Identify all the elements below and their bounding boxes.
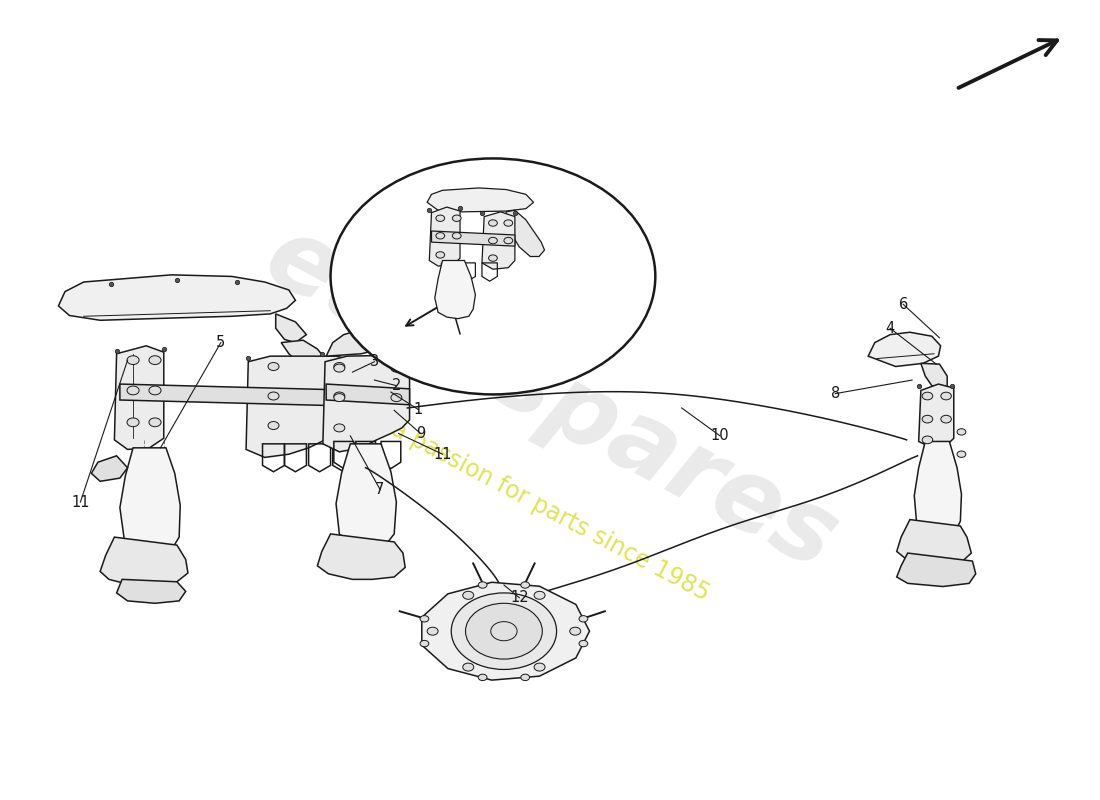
Text: 4: 4 (886, 321, 894, 336)
Circle shape (535, 663, 546, 671)
Polygon shape (117, 579, 186, 603)
Text: 12: 12 (510, 590, 529, 606)
Circle shape (570, 627, 581, 635)
Circle shape (148, 418, 161, 426)
Circle shape (488, 238, 497, 244)
Circle shape (957, 429, 966, 435)
Polygon shape (506, 210, 544, 257)
Polygon shape (276, 314, 307, 342)
Polygon shape (427, 188, 534, 212)
Polygon shape (318, 534, 405, 579)
Polygon shape (896, 553, 976, 586)
Circle shape (333, 394, 344, 402)
Circle shape (126, 418, 139, 426)
Circle shape (436, 252, 444, 258)
Circle shape (126, 356, 139, 365)
Circle shape (331, 158, 656, 394)
Circle shape (463, 591, 474, 599)
Circle shape (333, 362, 344, 370)
Polygon shape (336, 444, 396, 547)
Circle shape (452, 215, 461, 222)
Polygon shape (429, 207, 460, 266)
Text: 10: 10 (711, 428, 729, 443)
Text: 3: 3 (370, 354, 379, 370)
Circle shape (478, 674, 487, 681)
Circle shape (504, 238, 513, 244)
Circle shape (390, 394, 402, 402)
Circle shape (427, 627, 438, 635)
Circle shape (922, 415, 933, 423)
Text: a passion for parts since 1985: a passion for parts since 1985 (387, 417, 713, 606)
Circle shape (940, 415, 952, 423)
Text: 11: 11 (433, 446, 452, 462)
Polygon shape (327, 384, 409, 405)
Text: 9: 9 (416, 426, 426, 441)
Circle shape (463, 663, 474, 671)
Circle shape (126, 386, 139, 395)
Polygon shape (921, 363, 947, 390)
Circle shape (436, 215, 444, 222)
Polygon shape (120, 384, 361, 406)
Circle shape (420, 640, 429, 646)
Circle shape (535, 591, 546, 599)
Polygon shape (246, 356, 361, 458)
Polygon shape (918, 384, 954, 448)
Text: 8: 8 (830, 386, 840, 401)
Circle shape (420, 616, 429, 622)
Circle shape (268, 362, 279, 370)
Text: 11: 11 (72, 494, 89, 510)
Circle shape (579, 640, 587, 646)
Text: 6: 6 (899, 297, 907, 312)
Text: 2: 2 (392, 378, 402, 393)
Circle shape (504, 220, 513, 226)
Circle shape (333, 392, 344, 400)
Circle shape (148, 356, 161, 365)
Text: 7: 7 (375, 482, 385, 497)
Circle shape (520, 582, 529, 588)
Polygon shape (100, 537, 188, 585)
Circle shape (268, 422, 279, 430)
Polygon shape (868, 332, 940, 366)
Polygon shape (914, 442, 961, 535)
Circle shape (488, 255, 497, 262)
Polygon shape (323, 355, 409, 452)
Circle shape (436, 233, 444, 239)
Text: eurospares: eurospares (248, 209, 852, 591)
Polygon shape (896, 519, 971, 564)
Circle shape (957, 451, 966, 458)
Polygon shape (431, 231, 515, 246)
Text: 5: 5 (217, 335, 226, 350)
Circle shape (478, 582, 487, 588)
Circle shape (922, 392, 933, 400)
Circle shape (922, 436, 933, 444)
Polygon shape (58, 275, 296, 320)
Circle shape (520, 674, 529, 681)
Circle shape (452, 233, 461, 239)
Circle shape (333, 364, 344, 372)
Circle shape (451, 593, 557, 670)
Polygon shape (482, 212, 515, 270)
Text: 1: 1 (414, 402, 424, 417)
Circle shape (940, 392, 952, 400)
Circle shape (488, 220, 497, 226)
Polygon shape (282, 340, 326, 370)
Circle shape (465, 603, 542, 659)
Circle shape (491, 622, 517, 641)
Circle shape (148, 386, 161, 395)
Circle shape (390, 364, 402, 372)
Polygon shape (114, 346, 164, 450)
Polygon shape (91, 456, 128, 482)
Polygon shape (327, 331, 376, 356)
Circle shape (333, 424, 344, 432)
Circle shape (579, 616, 587, 622)
Polygon shape (421, 582, 590, 680)
Polygon shape (434, 261, 475, 318)
Polygon shape (120, 448, 180, 553)
Circle shape (268, 392, 279, 400)
